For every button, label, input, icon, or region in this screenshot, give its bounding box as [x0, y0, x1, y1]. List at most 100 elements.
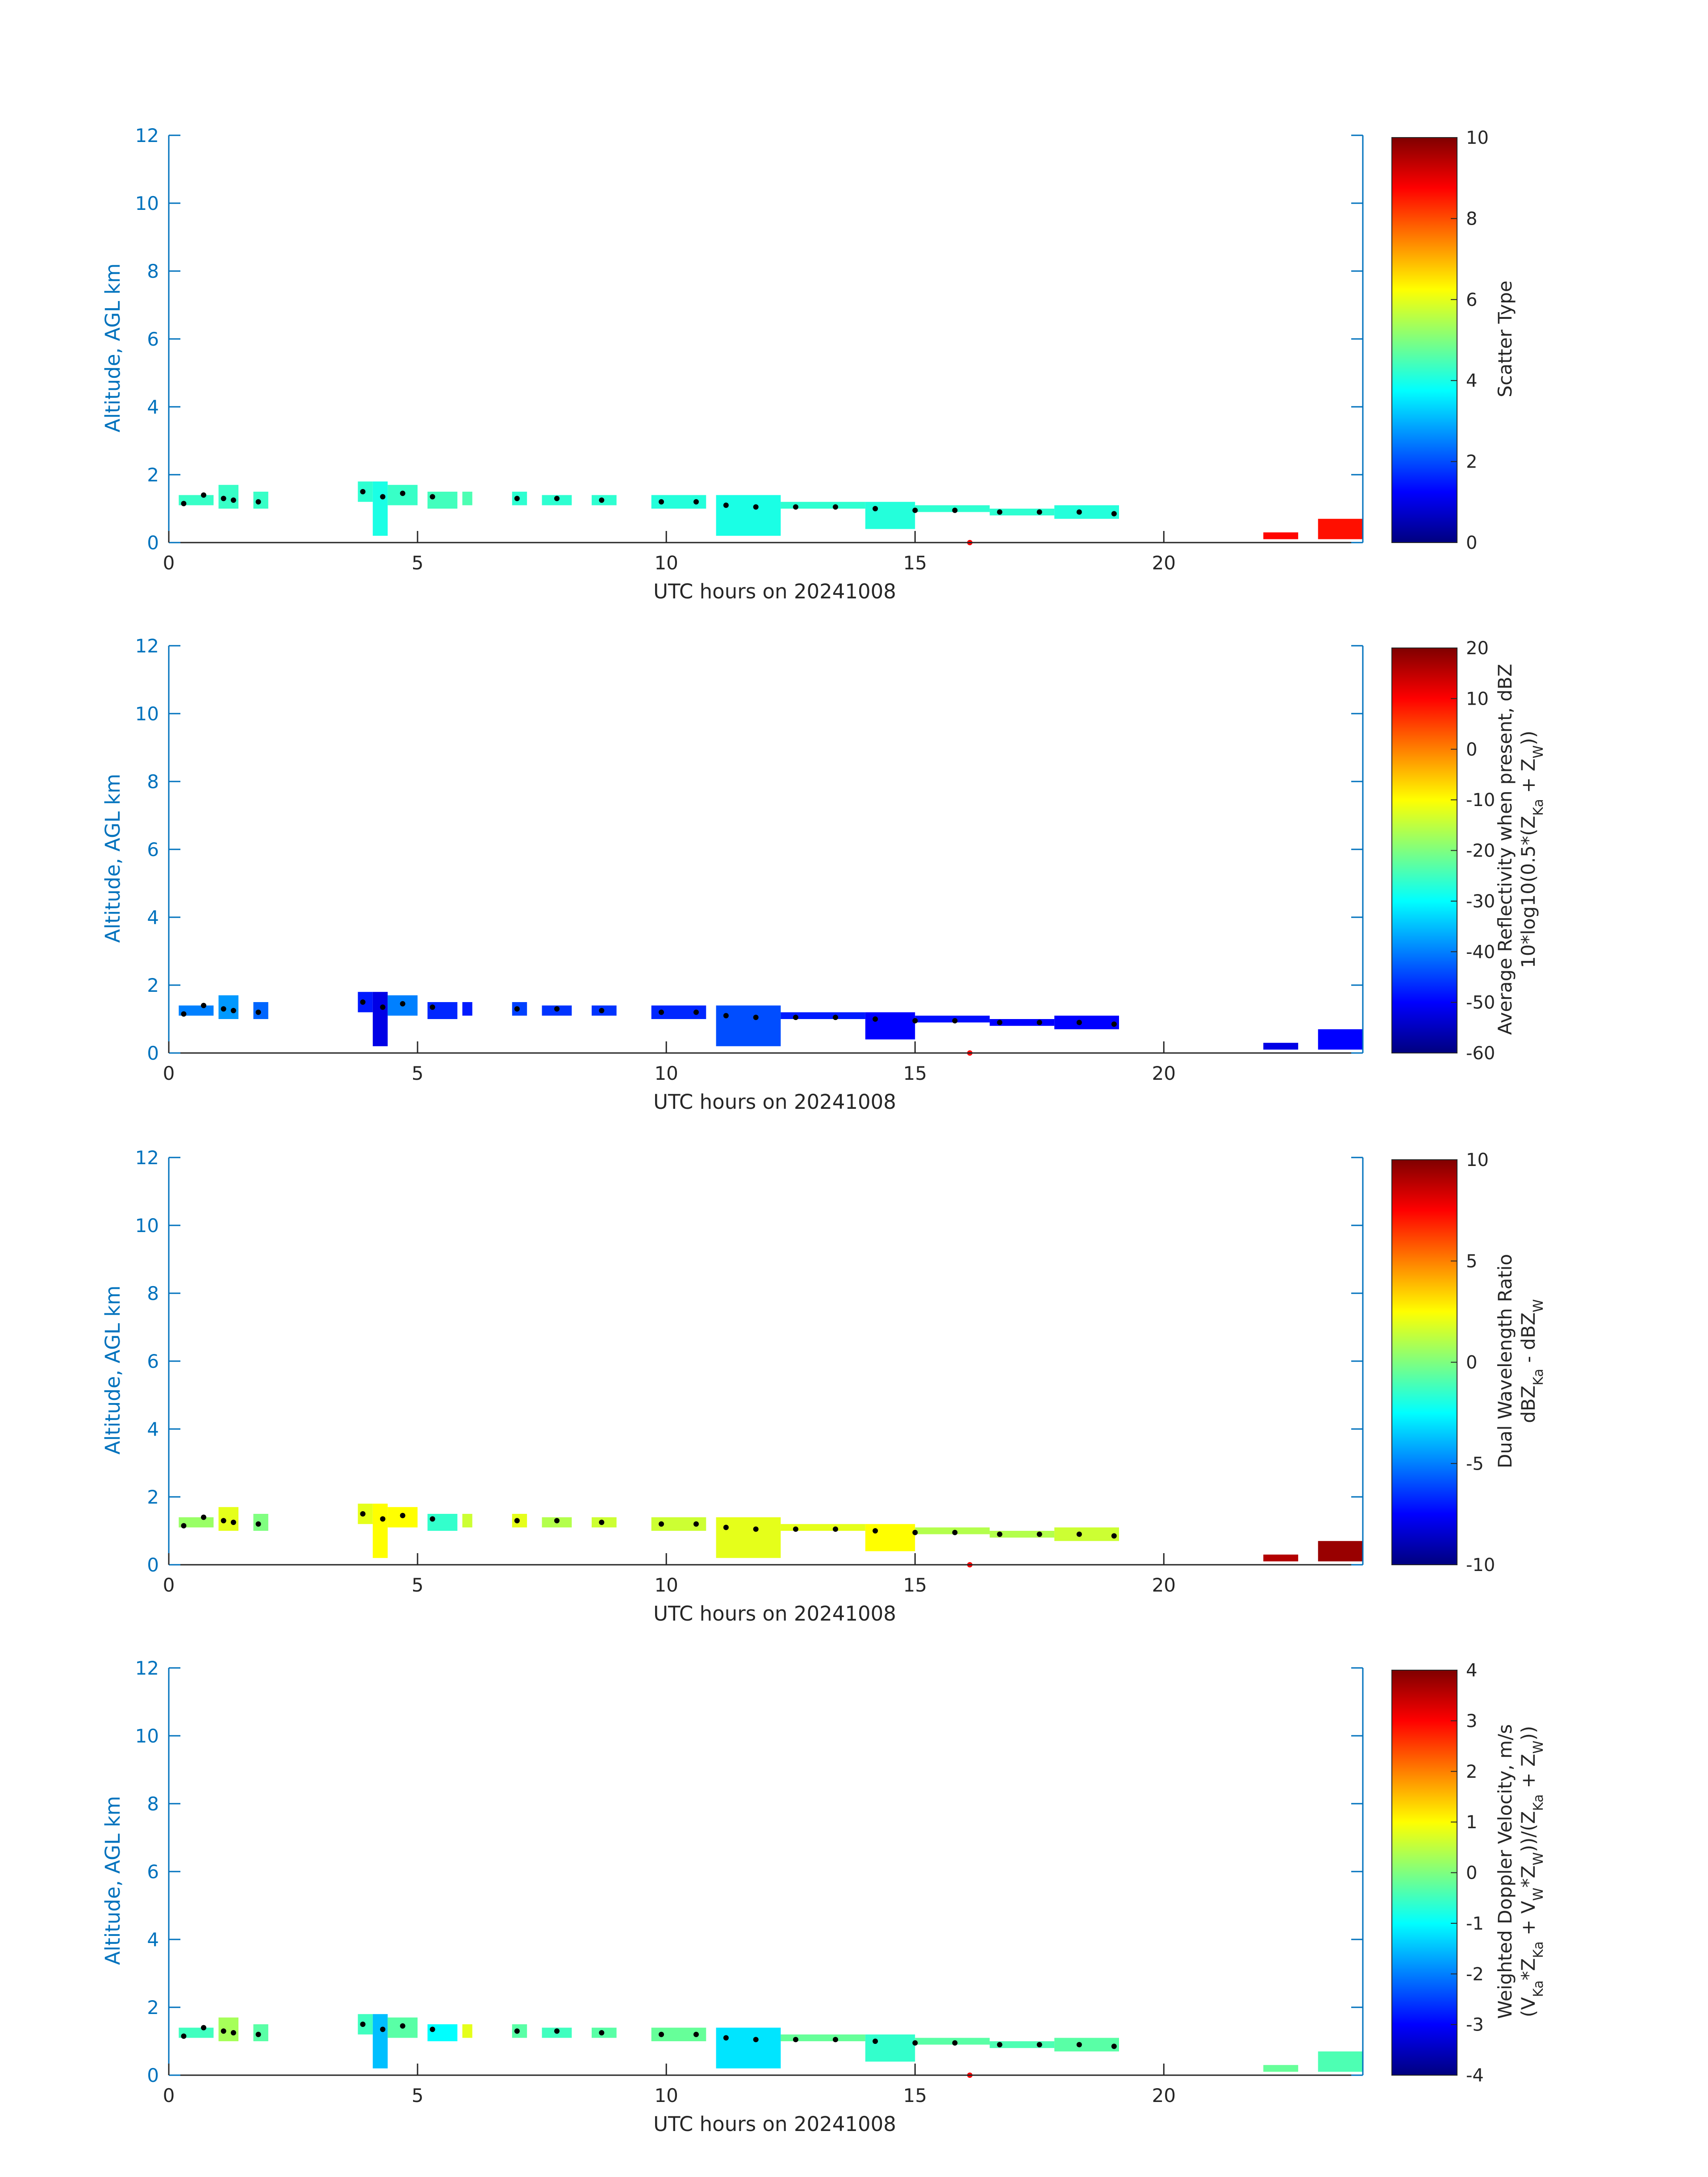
- y-tick-label: 10: [135, 1725, 159, 1747]
- x-tick-label: 5: [412, 1574, 424, 1596]
- cloud-base-point: [181, 1011, 187, 1017]
- y-tick-label: 2: [147, 464, 159, 486]
- colorbar-tick-label: 8: [1466, 209, 1477, 229]
- colorbar-tick-label: 6: [1466, 290, 1477, 310]
- cloud-base-point: [514, 1006, 520, 1012]
- echo-segment: [372, 1504, 388, 1558]
- cloud-base-point: [952, 1018, 958, 1024]
- colorbar-tick-label: 10: [1466, 128, 1489, 148]
- colorbar-tick-label: 10: [1466, 689, 1489, 709]
- y-tick-label: 4: [147, 396, 159, 418]
- cloud-base-point: [793, 2037, 798, 2043]
- cloud-base-point: [1111, 511, 1117, 517]
- cloud-base-point: [230, 1520, 236, 1525]
- echo-segment: [716, 2027, 781, 2068]
- cloud-base-point: [181, 501, 187, 506]
- cloud-base-point: [1036, 1531, 1042, 1537]
- echo-segment: [372, 992, 388, 1046]
- x-tick-label: 5: [412, 1062, 424, 1084]
- x-tick-label: 5: [412, 552, 424, 574]
- colorbar-tick-label: 20: [1466, 638, 1489, 659]
- cloud-base-point: [912, 2040, 918, 2046]
- cloud-base-point: [753, 2037, 759, 2043]
- y-tick-label: 6: [147, 328, 159, 350]
- cloud-base-point: [753, 1526, 759, 1532]
- y-tick-label: 4: [147, 1418, 159, 1440]
- x-tick-label: 15: [903, 552, 927, 574]
- y-tick-label: 10: [135, 192, 159, 214]
- cloud-base-point: [952, 507, 958, 513]
- echo-segment: [179, 1005, 214, 1016]
- cloud-base-point: [723, 2035, 729, 2041]
- colorbar-tick-label: -1: [1466, 1914, 1484, 1934]
- cloud-base-point: [1076, 509, 1082, 515]
- echo-segment: [781, 2034, 865, 2041]
- y-tick-label: 4: [147, 907, 159, 928]
- cloud-base-point: [554, 2028, 560, 2034]
- x-axis-label: UTC hours on 20241008: [653, 1090, 896, 1114]
- cloud-base-point: [514, 496, 520, 501]
- echo-segment: [179, 495, 214, 506]
- echo-segment: [1263, 1043, 1299, 1050]
- cloud-base-point: [873, 2039, 878, 2044]
- cloud-base-point: [255, 499, 261, 505]
- cloud-base-point: [201, 2025, 206, 2031]
- x-tick-label: 0: [163, 552, 175, 574]
- cloud-base-point: [833, 504, 838, 510]
- cloud-base-point: [997, 2042, 1002, 2047]
- colorbar-tick-label: 2: [1466, 452, 1477, 472]
- cloud-base-point: [514, 2028, 520, 2034]
- x-tick-label: 10: [654, 1574, 678, 1596]
- cloud-base-point: [833, 2037, 838, 2043]
- colorbar-tick-label: 5: [1466, 1251, 1477, 1272]
- x-tick-label: 15: [903, 1574, 927, 1596]
- colorbar-tick-label: -5: [1466, 1454, 1484, 1474]
- y-tick-label: 10: [135, 1215, 159, 1237]
- echo-segment: [1318, 518, 1363, 539]
- echo-segment: [253, 2024, 268, 2041]
- cloud-base-point: [221, 1006, 226, 1012]
- echo-segment: [781, 1524, 865, 1531]
- cloud-base-point: [912, 1529, 918, 1535]
- colorbar-tick-label: -10: [1466, 1555, 1495, 1575]
- colorbar-tick-label: -2: [1466, 1964, 1484, 1985]
- cloud-base-point: [230, 497, 236, 503]
- cloud-base-point: [1036, 1020, 1042, 1025]
- echo-segment: [462, 1002, 472, 1016]
- echo-segment: [716, 495, 781, 536]
- colorbar-tick-label: -40: [1466, 942, 1495, 962]
- x-tick-label: 20: [1152, 1574, 1176, 1596]
- echo-segment: [1263, 1554, 1299, 1562]
- cloud-base-point: [599, 1520, 605, 1525]
- echo-segment: [915, 505, 990, 512]
- echo-segment: [1318, 2051, 1363, 2072]
- y-tick-label: 6: [147, 1350, 159, 1372]
- cloud-base-point: [360, 2022, 366, 2027]
- cloud-base-point: [430, 494, 435, 500]
- echo-segment: [1318, 1541, 1363, 1562]
- cloud-base-point: [380, 1004, 386, 1010]
- colorbar-tick-label: 1: [1466, 1812, 1477, 1833]
- chart-panel-2: 0 2 4 6 8 10 12 0 5 10 15 20 UTC hours on 20241008 Al…: [101, 635, 1546, 1114]
- colorbar-label: Weighted Doppler Velocity, m/s: [1494, 1724, 1516, 2019]
- x-tick-label: 20: [1152, 1062, 1176, 1084]
- x-tick-label: 10: [654, 2085, 678, 2106]
- cloud-base-point: [997, 1531, 1002, 1537]
- colorbar: [1391, 1159, 1457, 1565]
- cloud-base-point: [400, 490, 405, 496]
- x-axis-label: UTC hours on 20241008: [653, 580, 896, 603]
- colorbar-tick-label: -3: [1466, 2015, 1484, 2035]
- y-tick-label: 0: [147, 1042, 159, 1064]
- cloud-base-point: [873, 1016, 878, 1022]
- echo-segment: [462, 1514, 472, 1528]
- x-tick-label: 20: [1152, 2085, 1176, 2106]
- cloud-base-point: [693, 1521, 699, 1527]
- cloud-base-point: [693, 1009, 699, 1015]
- echo-segment: [781, 1012, 865, 1019]
- echo-segment: [462, 492, 472, 506]
- cloud-base-point: [693, 2031, 699, 2037]
- x-tick-label: 0: [163, 1574, 175, 1596]
- echo-segment: [865, 1524, 915, 1551]
